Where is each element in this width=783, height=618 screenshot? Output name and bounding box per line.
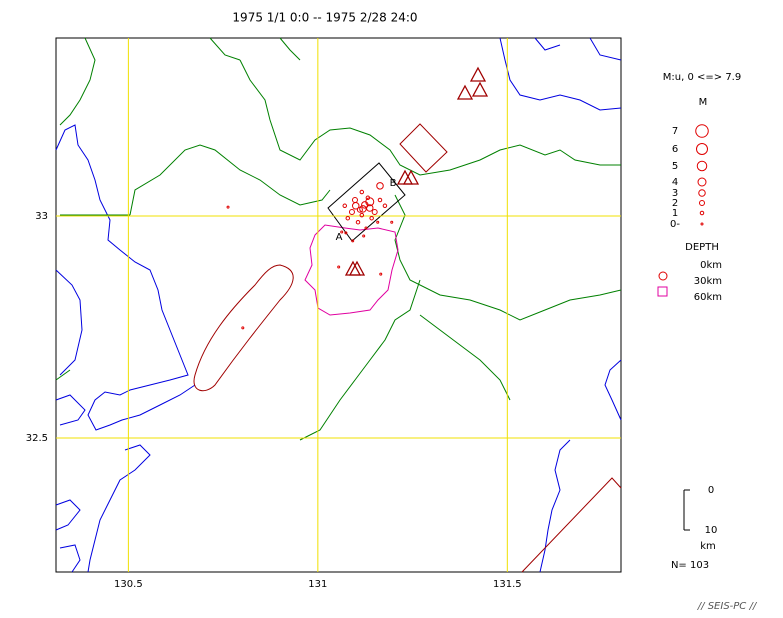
x-tick-label: 131.5 <box>493 579 522 590</box>
depth-symbol <box>658 271 668 281</box>
scale-unit: km <box>700 541 716 552</box>
earthquake <box>342 203 348 209</box>
fault-zone <box>521 477 622 573</box>
magnitude-symbol <box>696 143 708 155</box>
title: 1975 1/1 0:0 -- 1975 2/28 24:0 <box>232 11 417 25</box>
depth-label: 0km <box>700 260 722 271</box>
magnitude-label: 2 <box>672 198 678 209</box>
intensity-contour <box>304 224 399 316</box>
section-box <box>327 162 406 242</box>
section-label: B <box>390 178 397 189</box>
scale-label: 0 <box>708 485 714 496</box>
earthquake <box>359 212 365 218</box>
scale-label: 10 <box>705 525 718 536</box>
depth-label: 60km <box>694 292 722 303</box>
magnitude-label: 7 <box>672 126 678 137</box>
map-frame <box>55 37 622 573</box>
magnitude-label: 5 <box>672 161 678 172</box>
earthquake <box>351 239 355 243</box>
volcanoes <box>344 66 489 276</box>
earthquake <box>359 189 365 195</box>
magnitude-symbol <box>699 210 705 216</box>
prefecture-border <box>55 37 622 441</box>
earthquake <box>376 182 384 190</box>
magnitude-symbol <box>696 160 708 172</box>
magnitude-label: 4 <box>672 177 678 188</box>
magnitude-label: 0- <box>670 219 680 230</box>
earthquake <box>355 219 361 225</box>
earthquake <box>351 202 360 210</box>
legend-heading: M <box>699 97 708 108</box>
volcano <box>469 66 487 82</box>
footer: // SEIS-PC // <box>697 601 758 612</box>
event-count: N= 103 <box>671 560 709 571</box>
volcano <box>456 84 474 100</box>
coastline <box>499 37 622 573</box>
earthquake <box>390 220 394 224</box>
volcano <box>402 169 420 185</box>
earthquake <box>377 197 383 203</box>
magnitude-label: 1 <box>672 208 678 219</box>
legend-heading: DEPTH <box>685 242 719 253</box>
earthquake <box>359 205 367 213</box>
earthquake <box>371 209 378 216</box>
y-tick-label: 33 <box>35 211 48 222</box>
depth-label: 30km <box>694 276 722 287</box>
y-tick-label: 32.5 <box>26 433 48 444</box>
magnitude-label: 6 <box>672 144 678 155</box>
earthquake <box>340 230 344 234</box>
section-label: A <box>336 232 343 243</box>
earthquake <box>382 203 388 209</box>
depth-symbol <box>657 286 668 297</box>
earthquake <box>379 272 383 276</box>
magnitude-symbol <box>697 177 707 187</box>
magnitude-symbol <box>698 189 706 197</box>
magnitude-symbol <box>695 124 709 138</box>
earthquake <box>348 209 355 216</box>
x-tick-label: 130.5 <box>114 579 143 590</box>
magnitude-symbol <box>699 200 705 206</box>
magnitude-label: 3 <box>672 188 678 199</box>
earthquake <box>362 234 366 238</box>
earthquake <box>345 215 351 221</box>
earthquake <box>369 215 374 221</box>
legend-title: M:u, 0 <=> 7.9 <box>663 72 741 83</box>
fault-zone <box>399 123 448 173</box>
fault-zone <box>193 264 294 392</box>
map: A B <box>55 37 622 573</box>
earthquake <box>376 220 380 224</box>
earthquake <box>226 205 230 209</box>
earthquake <box>241 326 245 330</box>
earthquake <box>344 231 348 235</box>
earthquake <box>365 197 375 207</box>
volcano <box>348 260 366 276</box>
earthquake <box>337 265 341 269</box>
earthquake <box>364 226 368 230</box>
coastline <box>55 124 196 573</box>
volcano <box>471 81 489 97</box>
x-tick-label: 131 <box>308 579 327 590</box>
magnitude-symbol <box>700 222 704 226</box>
